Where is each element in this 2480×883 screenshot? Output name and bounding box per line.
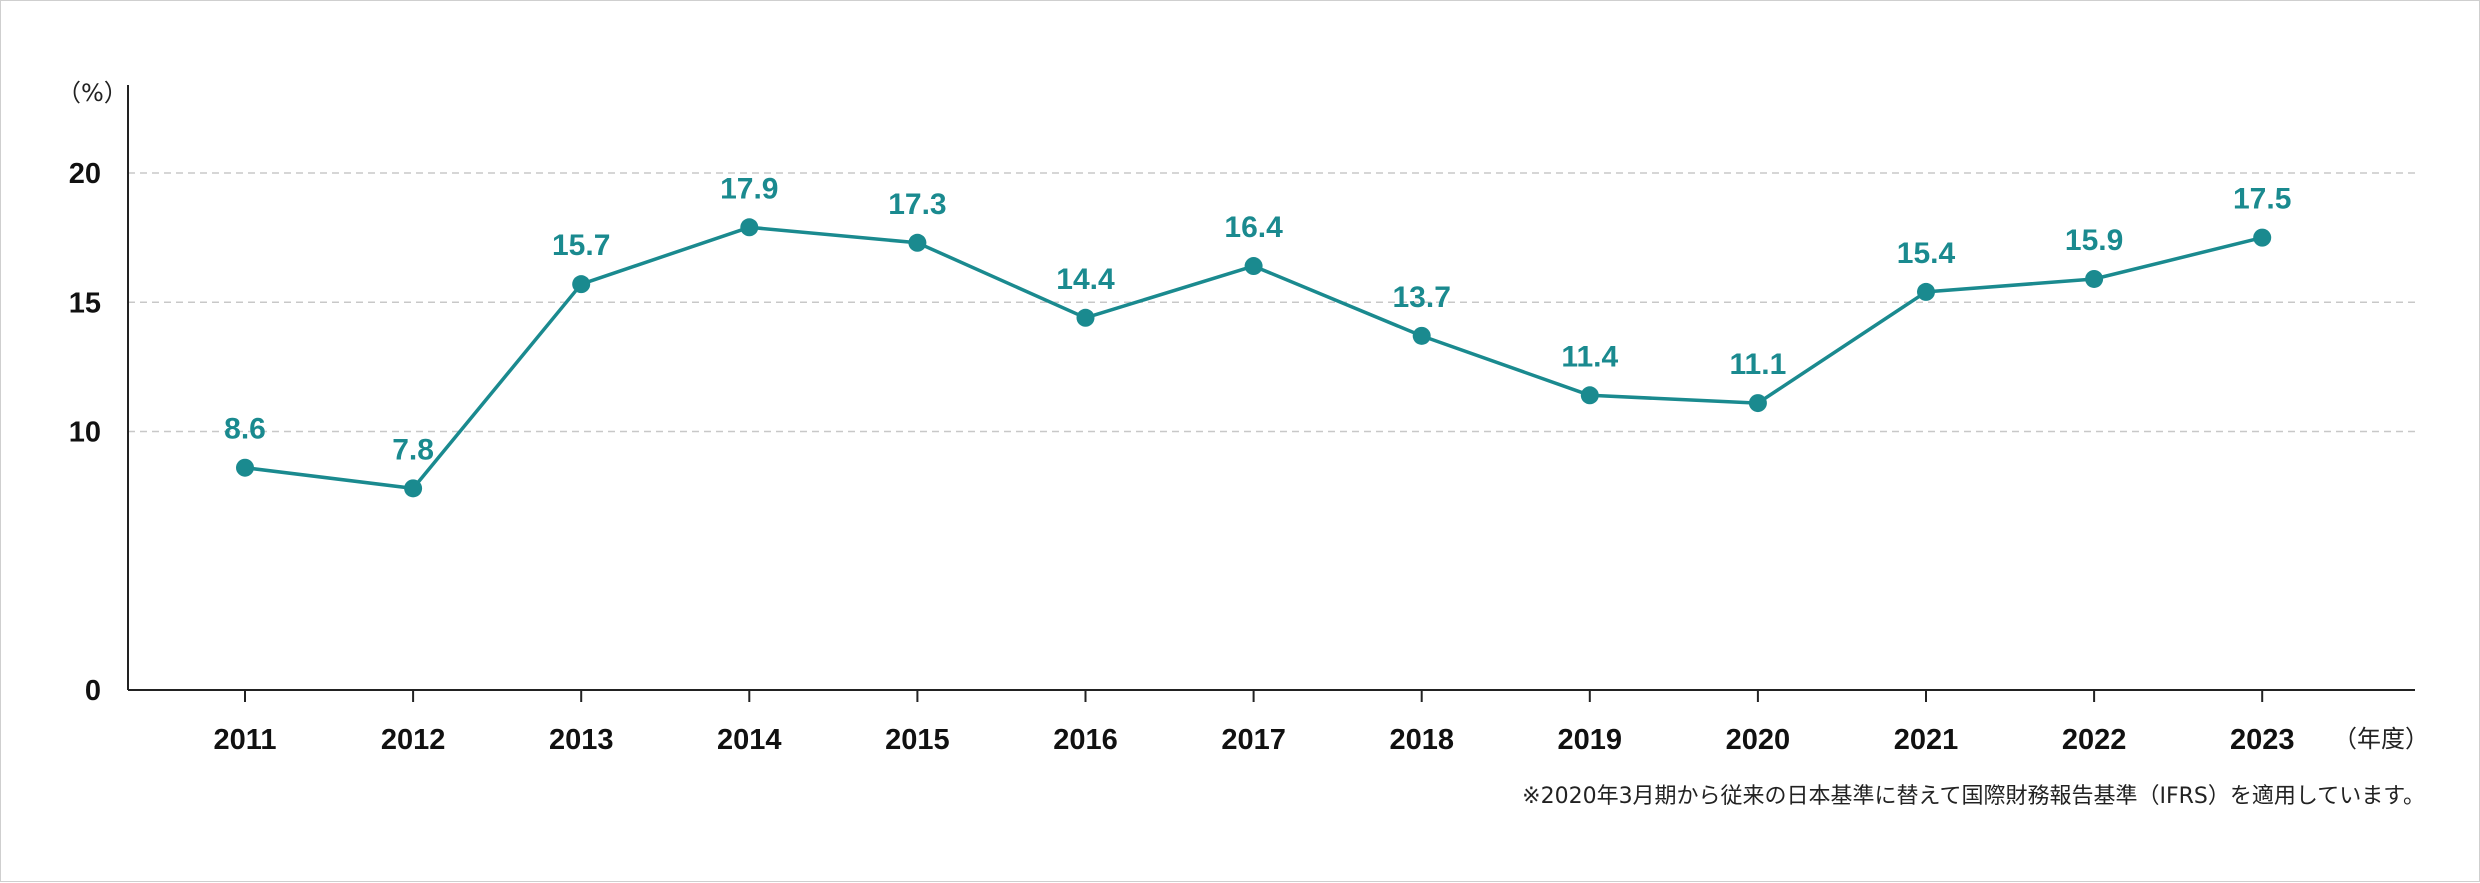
x-tick-label-2017: 2017 [1221,724,1286,756]
data-point-2017 [1244,257,1263,276]
x-tick-label-2016: 2016 [1053,724,1118,756]
data-point-2018 [1412,326,1431,345]
x-tick-label-2015: 2015 [885,724,950,756]
data-label-2011: 8.6 [224,413,266,446]
x-tick-label-2023: 2023 [2230,724,2295,756]
data-point-2022 [2085,269,2104,288]
y-tick-label-20: 20 [69,158,101,190]
x-tick-label-2014: 2014 [717,724,782,756]
data-label-2013: 15.7 [552,229,610,262]
data-label-2018: 13.7 [1393,281,1451,314]
data-point-2021 [1917,282,1935,301]
data-point-2011 [236,458,254,477]
data-point-2023 [2253,228,2272,247]
series-layer: 8.6 7.8 15.7 17.9 17.3 14.4 16.4 13.7 11.4 11.1 15… [224,172,2291,498]
data-label-2012: 7.8 [392,433,434,466]
x-tick-label-2013: 2013 [549,724,614,756]
x-tick-label-2021: 2021 [1894,724,1959,756]
data-point-2015 [908,233,927,252]
data-label-2023: 17.5 [2233,183,2291,216]
data-point-2016 [1076,308,1095,327]
x-tick-label-2020: 2020 [1726,724,1791,756]
grid-layer [128,172,2415,433]
data-label-2022: 15.9 [2065,224,2123,257]
data-point-2020 [1748,394,1767,413]
data-point-2019 [1580,386,1599,405]
data-point-2014 [740,218,759,237]
ifrs-note: ※2020年3月期から従来の日本基準に替えて国際財務報告基準（IFRS）を適用し… [1522,784,2425,809]
y-tick-label-15: 15 [69,287,101,319]
data-point-2013 [572,275,591,294]
x-unit-label: （年度） [2333,725,2429,753]
axis-layer: （%） （年度） ※2020年3月期から従来の日本基準に替えて国際財務報告基準（… [57,79,2429,809]
x-tick-label-2018: 2018 [1389,724,1454,756]
data-label-2019: 11.4 [1561,340,1618,373]
data-label-2017: 16.4 [1224,211,1283,244]
y-tick-label-10: 10 [69,417,101,449]
x-tick-label-2011: 2011 [214,724,277,756]
x-tick-label-2012: 2012 [381,724,446,756]
data-label-2021: 15.4 [1897,237,1956,270]
y-unit-label: （%） [57,79,128,107]
x-tick-label-2022: 2022 [2062,724,2127,756]
data-label-2016: 14.4 [1056,263,1115,296]
data-point-2012 [404,479,423,498]
data-label-2014: 17.9 [720,172,778,205]
data-label-2020: 11.1 [1730,348,1787,381]
data-label-2015: 17.3 [888,188,946,221]
y-tick-label-0: 0 [85,675,101,707]
x-tick-label-2019: 2019 [1558,724,1623,756]
